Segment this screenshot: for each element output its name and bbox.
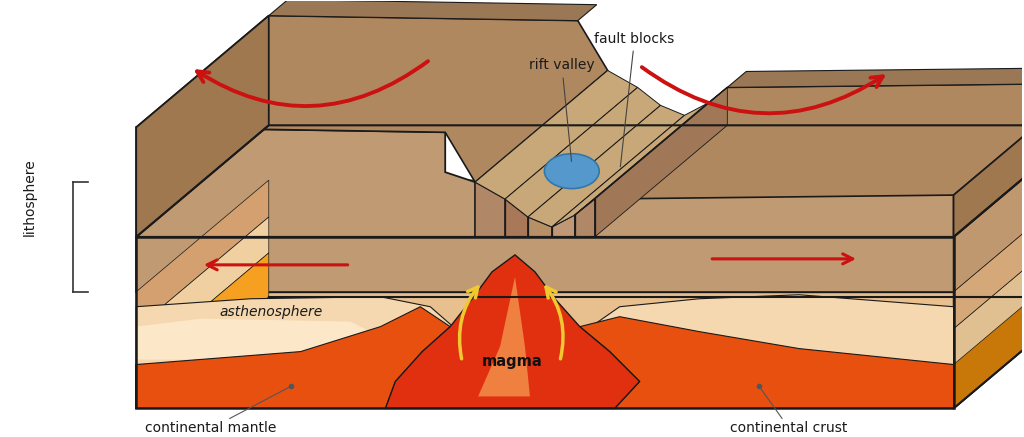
Polygon shape [136,217,1024,329]
Polygon shape [136,307,451,409]
Polygon shape [595,179,953,237]
Polygon shape [136,292,953,329]
Text: lithosphere: lithosphere [23,158,37,236]
Polygon shape [580,317,953,409]
Polygon shape [552,115,684,237]
Polygon shape [136,217,268,364]
Text: rift valley: rift valley [529,59,595,161]
Polygon shape [552,215,574,237]
Polygon shape [136,364,953,409]
Polygon shape [136,16,268,237]
Polygon shape [953,180,1024,329]
Polygon shape [505,87,638,237]
Text: magma: magma [481,354,543,369]
Polygon shape [574,87,727,215]
Polygon shape [268,0,597,21]
Polygon shape [136,180,268,329]
Polygon shape [528,105,684,227]
Polygon shape [552,104,708,227]
Text: asthenosphere: asthenosphere [219,305,323,319]
Polygon shape [136,16,607,182]
Polygon shape [136,237,953,292]
Polygon shape [953,83,1024,237]
Polygon shape [136,319,400,360]
Polygon shape [953,253,1024,409]
Polygon shape [478,277,530,396]
Polygon shape [475,182,505,237]
Polygon shape [574,104,708,237]
Text: continental mantle: continental mantle [145,386,291,435]
Polygon shape [595,87,727,237]
Polygon shape [953,180,1024,329]
Polygon shape [528,105,660,237]
Ellipse shape [545,154,599,189]
Polygon shape [595,83,1024,199]
Polygon shape [136,297,470,364]
Polygon shape [475,70,638,199]
Polygon shape [136,329,953,364]
Polygon shape [505,199,528,237]
Text: continental crust: continental crust [730,386,848,435]
Polygon shape [136,180,1024,292]
Polygon shape [136,253,1024,364]
Text: fault blocks: fault blocks [595,31,675,167]
Polygon shape [727,67,1024,87]
Polygon shape [574,199,595,237]
Polygon shape [953,217,1024,364]
Polygon shape [505,87,660,217]
Polygon shape [560,295,953,364]
Polygon shape [528,217,552,237]
Polygon shape [136,127,475,237]
Polygon shape [953,217,1024,364]
Polygon shape [953,125,1024,292]
Polygon shape [136,253,268,409]
Polygon shape [385,255,640,409]
Polygon shape [953,125,1024,409]
